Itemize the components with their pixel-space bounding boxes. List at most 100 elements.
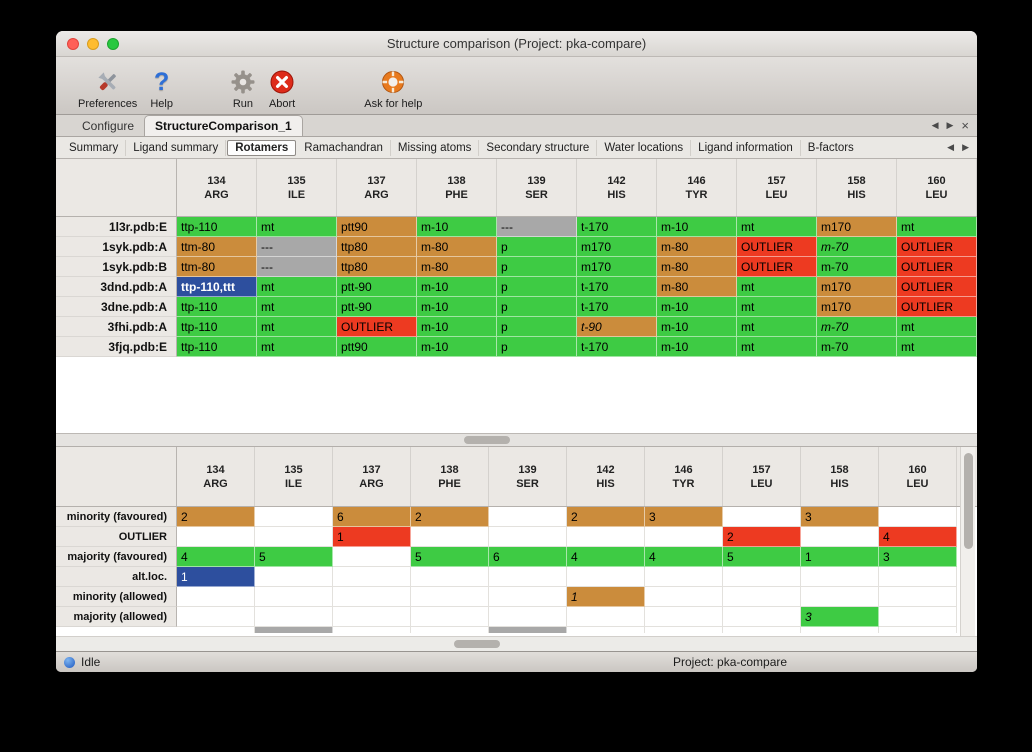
rotamer-cell[interactable]: p <box>497 297 577 317</box>
row-label[interactable]: minority (allowed) <box>56 587 177 607</box>
rotamer-cell[interactable]: mt <box>257 297 337 317</box>
summary-count-cell[interactable] <box>489 527 567 547</box>
column-header[interactable]: 134 ARG <box>177 447 255 506</box>
rotamer-cell[interactable]: mt <box>257 337 337 357</box>
summary-count-cell[interactable] <box>645 587 723 607</box>
column-header[interactable]: 135 ILE <box>257 159 337 216</box>
rotamer-cell[interactable]: mt <box>897 317 977 337</box>
summary-count-cell[interactable] <box>255 567 333 587</box>
rotamer-cell[interactable]: mt <box>737 217 817 237</box>
summary-count-cell[interactable] <box>489 567 567 587</box>
rotamer-cell[interactable]: --- <box>497 217 577 237</box>
summary-count-cell[interactable] <box>879 607 957 627</box>
summary-count-cell[interactable] <box>333 567 411 587</box>
column-header[interactable]: 138 PHE <box>417 159 497 216</box>
row-label[interactable]: alt.loc. <box>56 567 177 587</box>
rotamer-cell[interactable]: m-10 <box>417 217 497 237</box>
subtab-rotamers[interactable]: Rotamers <box>227 139 297 156</box>
subtab-missing-atoms[interactable]: Missing atoms <box>391 139 480 156</box>
column-header[interactable]: 142 HIS <box>577 159 657 216</box>
rotamer-cell[interactable]: mt <box>737 317 817 337</box>
vertical-scrollbar-thumb[interactable] <box>964 453 973 549</box>
rotamer-cell[interactable]: m-10 <box>417 297 497 317</box>
rotamer-cell[interactable]: mt <box>897 217 977 237</box>
tab-configure[interactable]: Configure <box>82 119 135 133</box>
column-header[interactable]: 146 TYR <box>657 159 737 216</box>
row-label[interactable]: 3dnd.pdb:A <box>56 277 177 297</box>
rotamer-cell[interactable]: ttp80 <box>337 237 417 257</box>
summary-count-cell[interactable] <box>255 527 333 547</box>
rotamer-cell[interactable]: mt <box>257 317 337 337</box>
splitter-grip[interactable] <box>464 436 510 444</box>
rotamer-cell[interactable]: t-170 <box>577 277 657 297</box>
row-label[interactable]: 1syk.pdb:A <box>56 237 177 257</box>
column-header[interactable]: 157 LEU <box>737 159 817 216</box>
rotamer-cell[interactable]: p <box>497 337 577 357</box>
summary-count-cell[interactable]: 2 <box>723 527 801 547</box>
zoom-window-button[interactable] <box>107 38 119 50</box>
row-label[interactable]: 3fhi.pdb:A <box>56 317 177 337</box>
column-header[interactable]: 135 ILE <box>255 447 333 506</box>
row-label[interactable]: 1syk.pdb:B <box>56 257 177 277</box>
subtab-scroll-left-icon[interactable]: ◀ <box>947 142 955 152</box>
rotamer-cell[interactable]: OUTLIER <box>337 317 417 337</box>
column-header[interactable]: 134 ARG <box>177 159 257 216</box>
summary-count-cell[interactable] <box>723 507 801 527</box>
rotamer-cell[interactable]: OUTLIER <box>897 237 977 257</box>
column-header[interactable]: 158 HIS <box>817 159 897 216</box>
summary-count-cell[interactable]: 3 <box>879 547 957 567</box>
column-header[interactable]: 146 TYR <box>645 447 723 506</box>
summary-count-cell[interactable]: 3 <box>801 607 879 627</box>
rotamer-cell[interactable]: t-170 <box>577 297 657 317</box>
rotamer-cell[interactable]: m170 <box>817 277 897 297</box>
summary-count-cell[interactable] <box>801 527 879 547</box>
row-label[interactable]: 1l3r.pdb:E <box>56 217 177 237</box>
summary-count-cell[interactable] <box>255 607 333 627</box>
minimize-window-button[interactable] <box>87 38 99 50</box>
row-label[interactable]: OUTLIER <box>56 527 177 547</box>
horizontal-scrollbar-thumb[interactable] <box>454 640 500 648</box>
subtab-summary[interactable]: Summary <box>62 139 127 156</box>
summary-count-cell[interactable]: 5 <box>723 547 801 567</box>
summary-count-cell[interactable]: 6 <box>333 507 411 527</box>
subtab-secondary-structure[interactable]: Secondary structure <box>479 139 598 156</box>
rotamer-cell[interactable]: OUTLIER <box>897 257 977 277</box>
run-button[interactable]: Run <box>230 67 256 110</box>
summary-count-cell[interactable] <box>879 587 957 607</box>
summary-count-cell[interactable] <box>333 607 411 627</box>
rotamer-cell[interactable]: p <box>497 257 577 277</box>
rotamer-cell[interactable]: m-10 <box>417 277 497 297</box>
rotamer-cell[interactable]: mt <box>737 337 817 357</box>
rotamer-cell[interactable]: m170 <box>817 217 897 237</box>
rotamer-cell[interactable]: m-70 <box>817 337 897 357</box>
tab-structure-comparison-1[interactable]: StructureComparison_1 <box>144 115 303 136</box>
summary-count-cell[interactable] <box>723 587 801 607</box>
rotamer-cell[interactable]: mt <box>737 297 817 317</box>
rotamer-cell[interactable]: ptt90 <box>337 217 417 237</box>
rotamer-cell[interactable]: ptt-90 <box>337 297 417 317</box>
rotamer-cell[interactable]: m170 <box>577 237 657 257</box>
summary-count-cell[interactable]: 4 <box>567 547 645 567</box>
rotamer-cell[interactable]: m-10 <box>417 337 497 357</box>
column-header[interactable]: 160 LEU <box>879 447 957 506</box>
rotamer-cell[interactable]: p <box>497 317 577 337</box>
tab-close-icon[interactable]: × <box>961 118 969 133</box>
summary-count-cell[interactable]: 1 <box>177 567 255 587</box>
help-button[interactable]: ? Help <box>150 67 173 110</box>
rotamer-cell[interactable]: ttp-110 <box>177 317 257 337</box>
rotamer-cell[interactable]: ttp-110,ttt <box>177 277 257 297</box>
close-window-button[interactable] <box>67 38 79 50</box>
summary-count-cell[interactable]: 5 <box>255 547 333 567</box>
column-header[interactable]: 139 SER <box>489 447 567 506</box>
subtab-ligand-summary[interactable]: Ligand summary <box>126 139 227 156</box>
summary-count-cell[interactable]: 4 <box>645 547 723 567</box>
rotamer-cell[interactable]: m170 <box>817 297 897 317</box>
rotamer-cell[interactable]: m-80 <box>657 257 737 277</box>
summary-count-cell[interactable] <box>333 587 411 607</box>
rotamer-cell[interactable]: m-80 <box>417 237 497 257</box>
summary-count-cell[interactable] <box>177 607 255 627</box>
rotamer-cell[interactable]: ptt90 <box>337 337 417 357</box>
tab-scroll-right-icon[interactable]: ▶ <box>946 120 954 130</box>
summary-count-cell[interactable] <box>411 607 489 627</box>
pane-splitter[interactable] <box>56 433 977 447</box>
